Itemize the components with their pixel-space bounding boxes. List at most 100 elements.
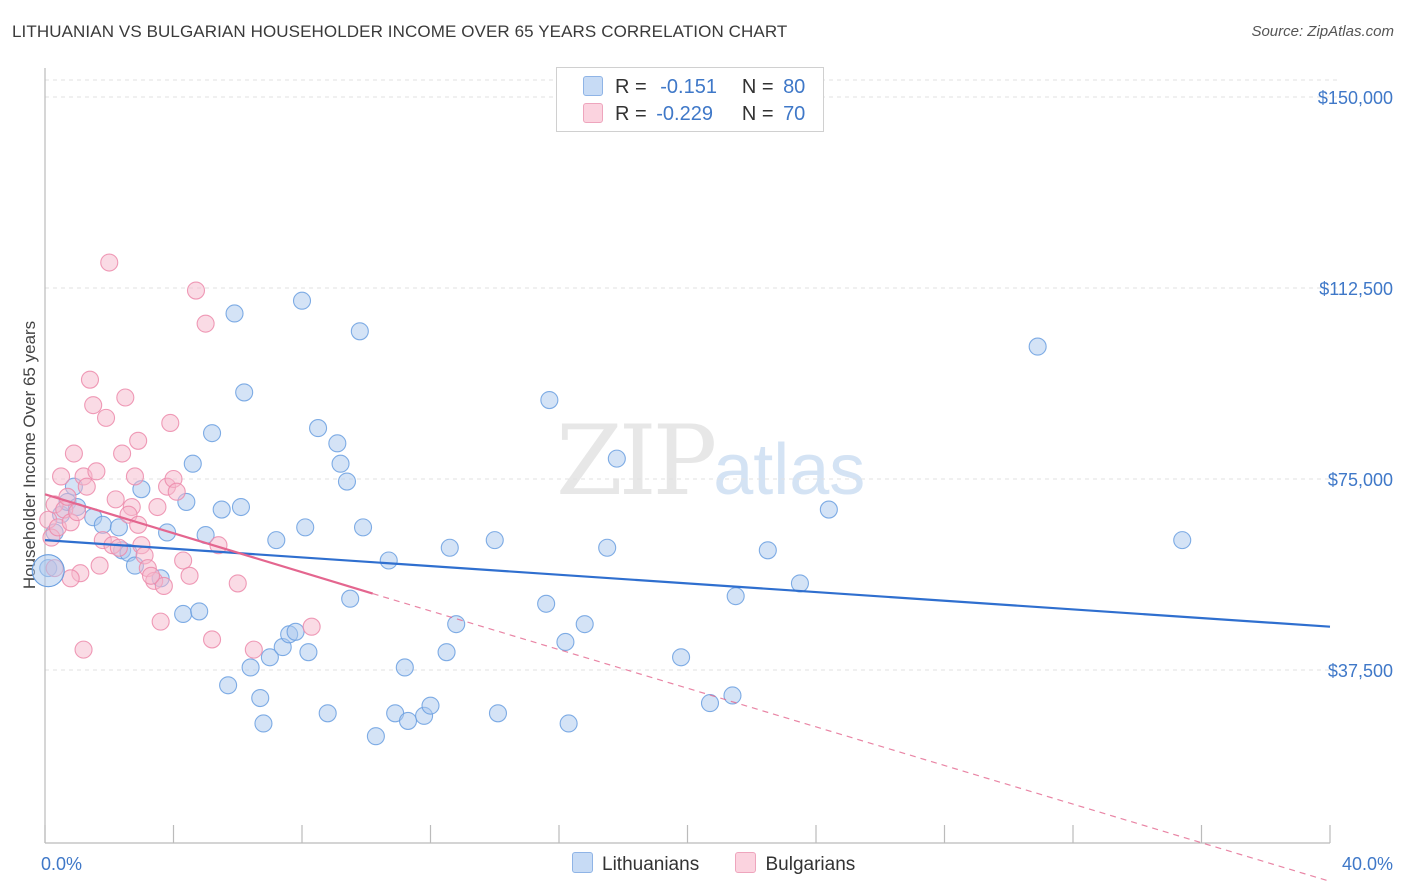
lithuanian-point: [353, 518, 373, 537]
lithuanian-point: [251, 688, 270, 708]
legend-n-value: 80: [783, 76, 806, 98]
series-legend-bulgarians: Bulgarians: [735, 852, 855, 876]
lithuanian-point: [212, 500, 231, 519]
legend-swatch-lithuanians: [583, 76, 603, 96]
lithuanian-point: [296, 518, 315, 537]
chart-source: Source: ZipAtlas.com: [1251, 23, 1394, 40]
lithuanian-point: [286, 622, 305, 641]
lithuanian-point: [260, 648, 279, 667]
watermark-atlas: atlas: [713, 430, 866, 510]
lithuanian-point: [254, 714, 273, 733]
bulgarian-point: [61, 569, 80, 588]
lithuanian-point: [203, 424, 222, 443]
lithuanian-point: [219, 676, 238, 695]
lithuanian-point: [241, 658, 260, 677]
lithuanian-point: [440, 538, 459, 557]
y-tick-label: $150,000: [1318, 88, 1393, 108]
x-tick-label: 0.0%: [41, 854, 82, 874]
watermark: ZIPatlas: [556, 405, 865, 517]
bulgarian-point: [90, 556, 109, 575]
lithuanian-point: [350, 322, 369, 341]
lithuanian-point: [31, 554, 65, 588]
legend-n-label: N =: [741, 76, 774, 98]
lithuanian-point: [485, 531, 504, 550]
bulgarian-point: [186, 281, 206, 300]
lithuanian-point: [366, 727, 385, 746]
bulgarian-point: [52, 467, 71, 486]
bulgarian-point: [244, 640, 263, 659]
lithuanian-point: [726, 587, 745, 606]
bulgarian-point: [106, 490, 125, 509]
lithuanian-point: [331, 454, 350, 473]
bulgarian-point: [84, 396, 103, 415]
lithuanian-point: [109, 518, 128, 537]
legend-swatch-bulgarians: [583, 103, 603, 123]
series-legend-lithuanians: Lithuanians: [572, 852, 699, 876]
watermark-zip: ZIP: [556, 405, 717, 517]
lithuanian-point: [607, 449, 626, 468]
lithuanian-point: [819, 500, 838, 519]
lithuanian-point: [488, 704, 508, 723]
bulgarian-trendline-extension: [372, 593, 1331, 882]
lithuanian-point: [447, 615, 466, 634]
lithuanian-point: [437, 643, 456, 662]
y-tick-label: $112,500: [1319, 279, 1393, 299]
bulgarian-point: [113, 444, 132, 463]
lithuanian-point: [758, 541, 777, 560]
lithuanian-point: [309, 419, 328, 438]
bulgarian-point: [203, 630, 222, 649]
bulgarian-point: [100, 253, 119, 272]
lithuanian-point: [556, 632, 575, 652]
lithuanian-point: [540, 391, 559, 410]
lithuanian-point: [421, 696, 440, 715]
bulgarian-point: [77, 477, 96, 496]
bulgarian-point: [196, 314, 215, 333]
lithuanian-point: [158, 523, 177, 542]
lithuanian-point: [537, 594, 556, 613]
lithuanian-point: [398, 711, 418, 730]
lithuanian-point: [395, 658, 414, 677]
bulgarian-point: [74, 640, 93, 659]
lithuanian-point: [225, 304, 244, 323]
y-tick-label: $75,000: [1328, 470, 1393, 490]
lithuanian-point: [93, 515, 112, 534]
bulgarian-point: [141, 566, 161, 585]
chart-title: LITHUANIAN VS BULGARIAN HOUSEHOLDER INCO…: [12, 22, 788, 41]
bulgarian-point: [96, 408, 116, 427]
bulgarian-point: [58, 487, 77, 506]
lithuanian-point: [790, 574, 809, 593]
bulgarian-point: [125, 467, 144, 486]
bulgarian-point: [148, 497, 167, 517]
bulgarian-point: [161, 413, 180, 433]
lithuanian-point: [559, 714, 578, 733]
lithuanian-point: [337, 472, 357, 491]
correlation-legend: R = -0.151 N = 80 R = -0.229 N = 70: [556, 67, 824, 132]
legend-row-bulgarians: R = -0.229 N = 70: [583, 103, 805, 126]
bulgarian-point: [302, 617, 321, 636]
lithuanian-point: [575, 615, 594, 634]
lithuanian-point: [1173, 531, 1192, 550]
bulgarian-point: [228, 574, 247, 593]
lithuanian-point: [174, 604, 193, 624]
lithuanian-point: [318, 704, 337, 723]
y-tick-label: $37,500: [1328, 661, 1393, 681]
lithuanian-point: [341, 589, 360, 608]
x-tick-label: 40.0%: [1342, 854, 1393, 874]
lithuanian-trendline: [44, 539, 1331, 628]
legend-r-label: R =: [615, 103, 647, 125]
bulgarian-point: [116, 388, 135, 407]
legend-n-value: 70: [783, 103, 806, 125]
legend-r-value: -0.151: [660, 76, 717, 98]
legend-r-label: R =: [615, 76, 647, 98]
lithuanian-point: [1028, 337, 1047, 356]
bulgarian-point: [129, 431, 148, 450]
legend-r-value: -0.229: [656, 103, 713, 125]
series-legend: Lithuanians Bulgarians: [572, 852, 886, 876]
bulgarian-trendline: [44, 493, 373, 595]
bulgarian-point: [80, 370, 100, 389]
lithuanian-point: [190, 602, 209, 621]
lithuanian-point: [672, 648, 691, 667]
lithuanian-point: [292, 291, 312, 310]
legend-n-label: N =: [741, 103, 774, 125]
